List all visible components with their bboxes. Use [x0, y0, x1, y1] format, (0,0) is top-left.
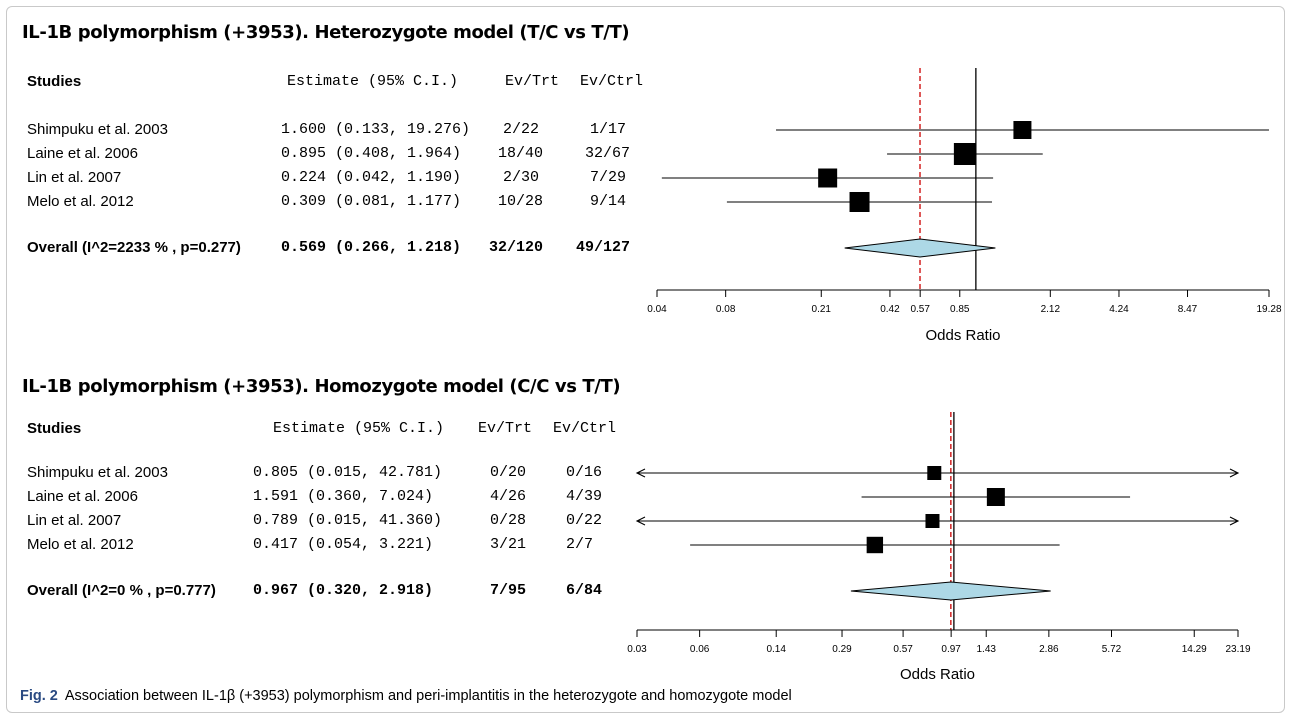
ev-trt-header: Ev/Trt — [505, 73, 560, 90]
overall-ev-trt: 32/120 — [489, 239, 544, 256]
overall-ev-ctrl: 6/84 — [566, 582, 603, 599]
study-estimate: 0.417 (0.054, 3.221) — [253, 536, 434, 553]
ci-arrow-left — [635, 516, 646, 526]
study-ev-trt: 0/28 — [490, 512, 527, 529]
ev-ctrl-header: Ev/Ctrl — [553, 420, 617, 437]
study-name: Melo et al. 2012 — [27, 536, 134, 553]
x-tick-label: 23.19 — [1225, 644, 1250, 655]
caption-label: Fig. 2 — [20, 688, 58, 704]
study-ev-trt: 0/20 — [490, 464, 527, 481]
study-name: Laine et al. 2006 — [27, 145, 138, 162]
x-tick-label: 0.29 — [832, 644, 852, 655]
x-axis-label: Odds Ratio — [900, 666, 975, 683]
study-name: Laine et al. 2006 — [27, 488, 138, 505]
study-point-estimate — [986, 488, 1005, 506]
study-ev-trt: 2/22 — [503, 121, 540, 138]
x-tick-label: 0.85 — [950, 304, 970, 315]
estimate-header: Estimate (95% C.I.) — [287, 73, 459, 90]
x-tick-label: 2.12 — [1041, 304, 1061, 315]
overall-estimate: 0.569 (0.266, 1.218) — [281, 239, 462, 256]
study-name: Lin et al. 2007 — [27, 512, 122, 529]
figure-frame — [6, 6, 1285, 713]
study-name: Shimpuku et al. 2003 — [27, 121, 168, 138]
x-tick-label: 0.57 — [893, 644, 913, 655]
study-name: Shimpuku et al. 2003 — [27, 464, 168, 481]
x-axis-label: Odds Ratio — [925, 327, 1000, 344]
forest-panel-heterozygote: IL-1B polymorphism (+3953). Heterozygote… — [0, 0, 1293, 352]
x-tick-label: 0.04 — [647, 304, 667, 315]
forest-plot-heterozygote: 0.04 0.08 0.21 0.42 0.57 0.85 2.12 4.24 8.47 19.2… — [647, 68, 1282, 344]
x-tick-label: 14.29 — [1182, 644, 1207, 655]
overall-name: Overall (I^2=0 % , p=0.777) — [27, 582, 216, 599]
study-ev-ctrl: 2/7 — [566, 536, 594, 553]
x-tick-label: 4.24 — [1109, 304, 1129, 315]
x-tick-label: 0.21 — [812, 304, 832, 315]
study-estimate: 0.789 (0.015, 41.360) — [253, 512, 443, 529]
overall-ev-ctrl: 49/127 — [576, 239, 631, 256]
study-estimate: 0.805 (0.015, 42.781) — [253, 464, 443, 481]
x-tick-label: 1.43 — [976, 644, 996, 655]
study-ev-ctrl: 4/39 — [566, 488, 603, 505]
study-ev-ctrl: 7/29 — [590, 169, 627, 186]
study-ev-trt: 2/30 — [503, 169, 540, 186]
x-tick-label: 8.47 — [1178, 304, 1198, 315]
study-ev-trt: 10/28 — [498, 193, 544, 210]
x-tick-label: 0.08 — [716, 304, 736, 315]
studies-header: Studies — [27, 73, 82, 90]
study-ev-trt: 18/40 — [498, 145, 544, 162]
studies-header: Studies — [27, 420, 82, 437]
study-point-estimate — [925, 514, 940, 528]
study-name: Melo et al. 2012 — [27, 193, 134, 210]
study-ev-ctrl: 0/16 — [566, 464, 603, 481]
overall-estimate: 0.967 (0.320, 2.918) — [253, 582, 434, 599]
study-estimate: 1.600 (0.133, 19.276) — [281, 121, 471, 138]
study-estimate: 0.224 (0.042, 1.190) — [281, 169, 462, 186]
overall-ev-trt: 7/95 — [490, 582, 527, 599]
x-tick-label: 0.06 — [690, 644, 710, 655]
x-tick-label: 0.42 — [880, 304, 900, 315]
study-estimate: 1.591 (0.360, 7.024) — [253, 488, 434, 505]
study-estimate: 0.309 (0.081, 1.177) — [281, 193, 462, 210]
study-point-estimate — [927, 466, 942, 480]
overall-diamond — [844, 238, 996, 258]
caption-text: Association between IL-1β (+3953) polymo… — [64, 688, 792, 704]
study-point-estimate — [953, 143, 976, 165]
x-tick-label: 0.97 — [941, 644, 961, 655]
x-tick-label: 19.28 — [1256, 304, 1281, 315]
ci-arrow-left — [635, 468, 646, 478]
study-point-estimate — [866, 536, 884, 554]
ev-trt-header: Ev/Trt — [478, 420, 533, 437]
study-point-estimate — [849, 192, 870, 212]
x-tick-label: 2.86 — [1039, 644, 1059, 655]
ci-arrow-right — [1229, 468, 1240, 478]
study-ev-ctrl: 9/14 — [590, 193, 627, 210]
ev-ctrl-header: Ev/Ctrl — [580, 73, 644, 90]
panel-title: IL-1B polymorphism (+3953). Heterozygote… — [22, 22, 630, 43]
x-tick-label: 5.72 — [1102, 644, 1122, 655]
study-ev-ctrl: 1/17 — [590, 121, 627, 138]
study-ev-ctrl: 0/22 — [566, 512, 603, 529]
study-ev-trt: 4/26 — [490, 488, 527, 505]
study-ev-trt: 3/21 — [490, 536, 527, 553]
panel-title: IL-1B polymorphism (+3953). Homozygote m… — [22, 376, 621, 397]
x-tick-label: 0.57 — [910, 304, 930, 315]
study-name: Lin et al. 2007 — [27, 169, 122, 186]
forest-plot-homozygote: 0.03 0.06 0.14 0.29 0.57 0.97 1.43 2.86 5.72 14.2… — [627, 412, 1251, 683]
study-point-estimate — [818, 168, 838, 188]
estimate-header: Estimate (95% C.I.) — [273, 420, 445, 437]
x-tick-label: 0.03 — [627, 644, 647, 655]
study-point-estimate — [1013, 121, 1032, 139]
forest-panel-homozygote: IL-1B polymorphism (+3953). Homozygote m… — [0, 352, 1293, 704]
study-ev-ctrl: 32/67 — [585, 145, 631, 162]
figure-caption: Fig. 2 Association between IL-1β (+3953) … — [20, 688, 792, 704]
overall-name: Overall (I^2=2233 % , p=0.277) — [27, 239, 241, 256]
study-estimate: 0.895 (0.408, 1.964) — [281, 145, 462, 162]
overall-diamond — [850, 581, 1051, 601]
x-tick-label: 0.14 — [766, 644, 786, 655]
ci-arrow-right — [1229, 516, 1240, 526]
